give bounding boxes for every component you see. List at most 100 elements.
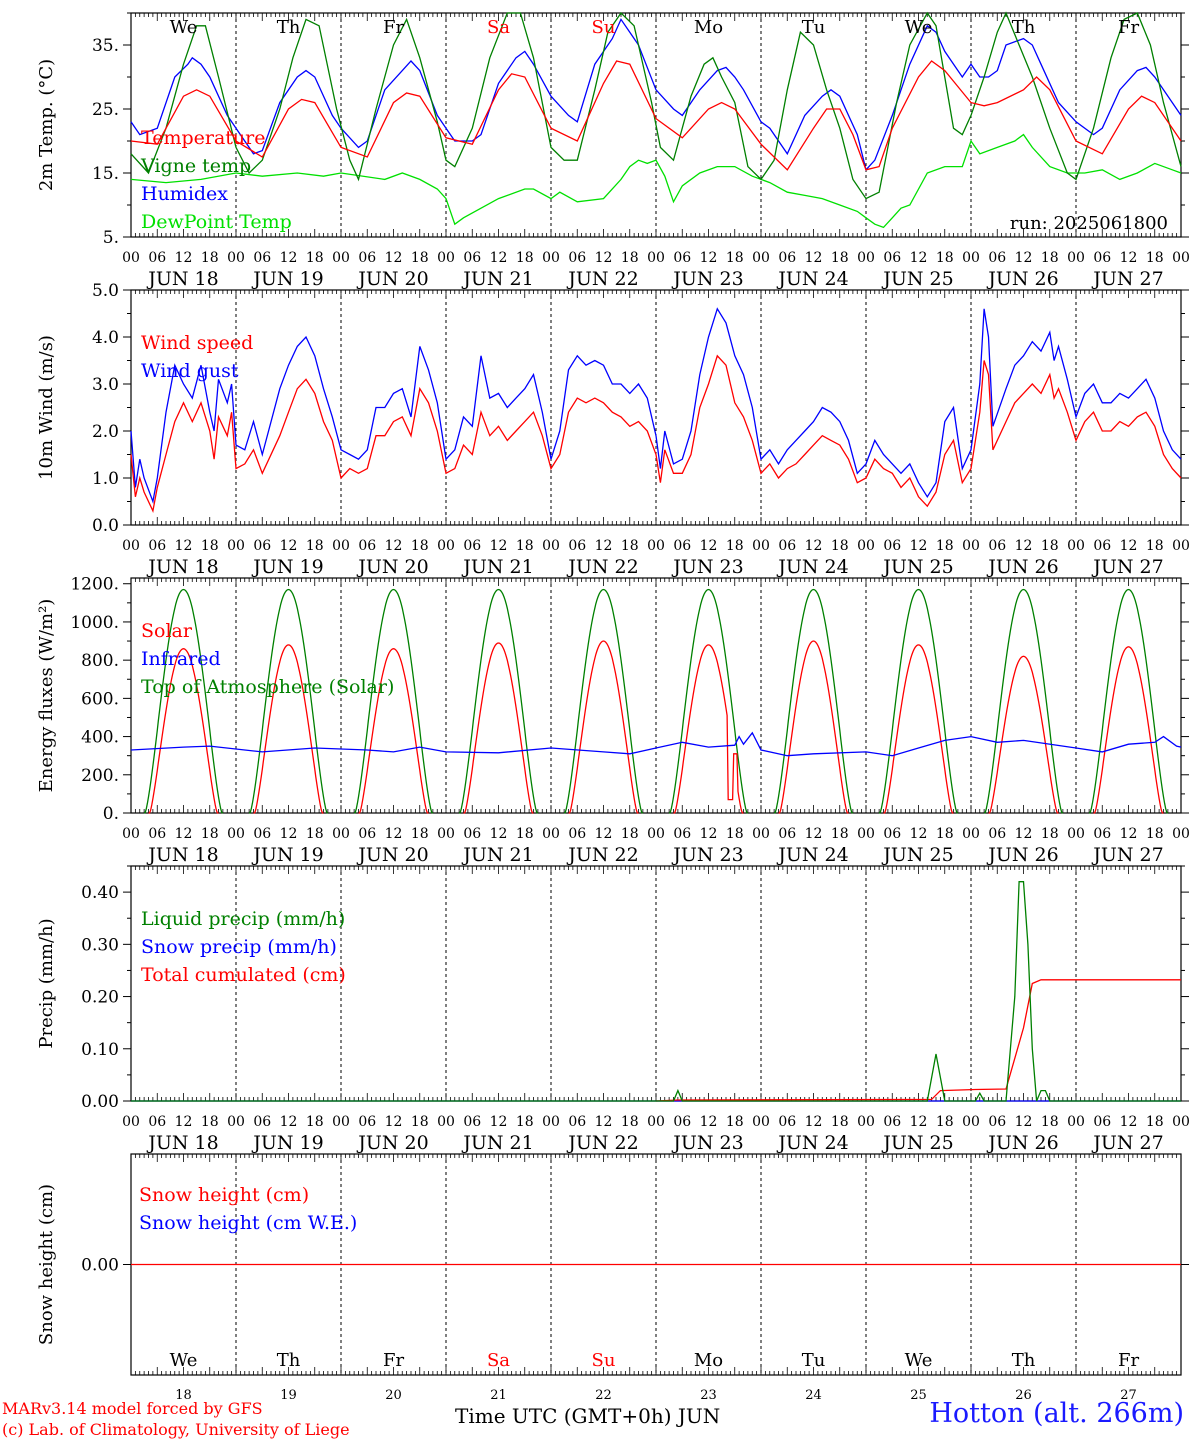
- date-label: JUN 26: [986, 268, 1058, 290]
- hour-tick-label: 06: [988, 538, 1006, 554]
- weekday-label: We: [170, 17, 198, 38]
- hour-tick-label: 18: [936, 1114, 954, 1130]
- legend-entry: Snow precip (mm/h): [141, 936, 337, 958]
- hour-tick-label: 12: [700, 538, 718, 554]
- hour-tick-label: 00: [647, 826, 665, 842]
- hour-tick-label: 06: [253, 826, 271, 842]
- legend-entry: Snow height (cm): [139, 1184, 309, 1206]
- date-label: JUN 27: [1091, 844, 1163, 866]
- weekday-label: Tu: [802, 1350, 826, 1371]
- series-toa-solar: [563, 588, 644, 814]
- hour-tick-label: 00: [962, 250, 980, 266]
- hour-tick-label: 18: [516, 538, 534, 554]
- hour-tick-label: 00: [542, 538, 560, 554]
- hour-tick-label: 00: [227, 1114, 245, 1130]
- legend-entry: Total cumulated (cm): [141, 964, 346, 986]
- hour-tick-label: 06: [148, 826, 166, 842]
- hour-tick-label: 06: [568, 826, 586, 842]
- date-label: JUN 20: [356, 556, 428, 578]
- hour-tick-label: 18: [831, 1114, 849, 1130]
- hour-tick-label: 18: [1146, 250, 1164, 266]
- hour-tick-label: 00: [1067, 250, 1085, 266]
- panel-2: 0.0 1.0 2.0 3.0 4.0 5.0 10m Wind (m/s) Wind spe…: [36, 281, 1189, 536]
- y-tick-label: 0.: [103, 804, 119, 824]
- legend-entry: Top of Atmosphere (Solar): [141, 676, 394, 698]
- hour-tick-label: 18: [831, 538, 849, 554]
- hour-tick-label: 06: [673, 538, 691, 554]
- legend-entry: Wind gust: [141, 360, 239, 382]
- weekday-label: Su: [592, 17, 616, 38]
- weekday-label: Th: [1012, 1350, 1036, 1371]
- hour-tick-label: 00: [437, 538, 455, 554]
- date-label: JUN 25: [881, 268, 953, 290]
- hour-tick-label: 12: [700, 826, 718, 842]
- series-temperature: [130, 60, 1182, 171]
- weekday-label: Th: [1012, 17, 1036, 38]
- hour-tick-label: 18: [306, 826, 324, 842]
- panel-3: 0. 200. 400. 600. 800. 1000. 1200. Energy fluxe…: [36, 575, 1189, 824]
- series-wind-gust: [130, 307, 1182, 504]
- series-toa-solar: [248, 588, 329, 814]
- hour-tick-label: 12: [490, 826, 508, 842]
- hour-tick-label: 06: [358, 250, 376, 266]
- date-label: JUN 22: [566, 1132, 638, 1154]
- weekday-label: Mo: [694, 1350, 723, 1371]
- hour-tick-label: 06: [568, 538, 586, 554]
- date-label: JUN 18: [146, 268, 218, 290]
- hour-tick-label: 18: [411, 538, 429, 554]
- hour-tick-label: 12: [1015, 826, 1033, 842]
- date-label: JUN 23: [671, 556, 743, 578]
- date-label: JUN 22: [566, 268, 638, 290]
- hour-tick-label: 12: [910, 1114, 928, 1130]
- hour-tick-label: 00: [122, 250, 140, 266]
- hour-tick-label: 00: [122, 826, 140, 842]
- legend-entry: Solar: [141, 620, 193, 642]
- hour-tick-label: 06: [883, 1114, 901, 1130]
- hour-tick-label: 18: [516, 1114, 534, 1130]
- series-solar: [463, 642, 534, 814]
- hour-tick-label: 06: [463, 1114, 481, 1130]
- hour-tick-label: 06: [358, 538, 376, 554]
- y-axis-label: Precip (mm/h): [36, 918, 57, 1048]
- hour-tick-label: 12: [595, 1114, 613, 1130]
- hour-tick-label: 18: [936, 826, 954, 842]
- hour-tick-label: 00: [1172, 1114, 1190, 1130]
- series-dewpoint-temp: [130, 133, 1182, 229]
- hour-tick-label: 06: [673, 1114, 691, 1130]
- hour-tick-label: 12: [1015, 1114, 1033, 1130]
- y-axis-label: 10m Wind (m/s): [36, 335, 57, 480]
- hour-tick-label: 00: [1067, 1114, 1085, 1130]
- hour-tick-label: 00: [227, 250, 245, 266]
- date-label: JUN 19: [251, 1132, 323, 1154]
- hour-tick-label: 00: [332, 538, 350, 554]
- series-total-cumulated: [655, 979, 1181, 1102]
- hour-tick-label: 00: [122, 538, 140, 554]
- hour-tick-label: 12: [490, 250, 508, 266]
- y-tick-label: 400.: [81, 728, 119, 748]
- hour-tick-label: 06: [463, 250, 481, 266]
- hour-tick-label: 18: [1146, 538, 1164, 554]
- hour-tick-label: 00: [962, 538, 980, 554]
- hour-tick-label: 00: [752, 1114, 770, 1130]
- series-solar: [778, 640, 849, 814]
- hour-tick-label: 18: [306, 250, 324, 266]
- hour-tick-label: 06: [883, 826, 901, 842]
- date-label: JUN 24: [776, 556, 848, 578]
- hour-tick-label: 06: [1093, 250, 1111, 266]
- hour-tick-label: 00: [647, 1114, 665, 1130]
- hour-tick-label: 00: [752, 538, 770, 554]
- date-label: JUN 26: [986, 556, 1058, 578]
- weekday-label: Tu: [802, 17, 826, 38]
- legend-entry: Vigne temp: [140, 155, 251, 177]
- time-axis-title: Time UTC (GMT+0h) JUN: [455, 1404, 720, 1428]
- day-number-label: 18: [175, 1388, 192, 1403]
- hour-tick-label: 18: [831, 250, 849, 266]
- hour-tick-label: 12: [385, 826, 403, 842]
- hour-tick-label: 00: [437, 826, 455, 842]
- series-toa-solar: [773, 588, 854, 814]
- model-credit: MARv3.14 model forced by GFS: [2, 1399, 263, 1418]
- weekday-label: Th: [277, 1350, 301, 1371]
- hour-tick-label: 18: [306, 538, 324, 554]
- hour-tick-label: 12: [385, 1114, 403, 1130]
- hour-tick-label: 18: [411, 826, 429, 842]
